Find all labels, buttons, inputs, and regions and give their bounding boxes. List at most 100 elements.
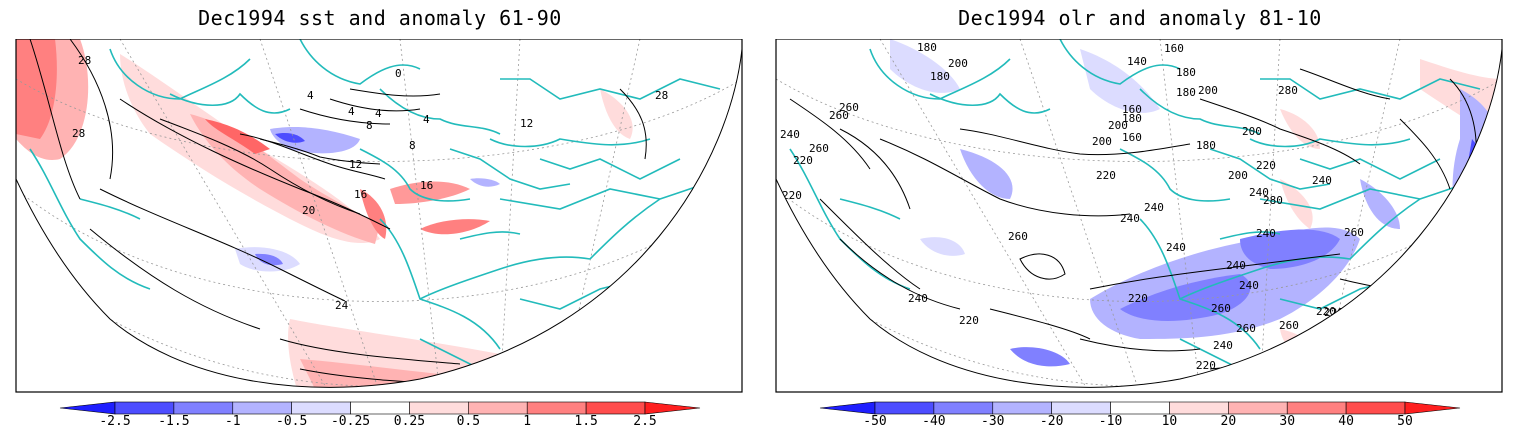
olr-panel: Dec1994 olr and anomaly 81-10 — [760, 0, 1520, 430]
olr-anomaly-cold-w — [920, 237, 965, 256]
olr-contour-label: 220 — [959, 314, 979, 327]
colorbar-tick-label: 50 — [1397, 414, 1413, 429]
sst-anomaly-warm-west-core — [16, 39, 57, 139]
olr-contour-label: 160 — [1122, 131, 1142, 144]
colorbar-tick-label: 20 — [1220, 414, 1237, 429]
colorbar-swatch — [992, 401, 1052, 415]
colorbar-tick-label: -40 — [922, 414, 946, 429]
sst-panel-title: Dec1994 sst and anomaly 61-90 — [198, 6, 562, 30]
olr-anomaly-cold-n — [890, 39, 960, 93]
olr-anomaly-warm-mid2 — [1280, 179, 1313, 229]
olr-contour-label: 260 — [809, 142, 829, 155]
olr-anomaly-cold-band-core — [1120, 274, 1251, 321]
olr-contour-label: 160 — [1164, 42, 1184, 55]
olr-contour-label: 180 — [930, 70, 950, 83]
colorbar-tick-label: 2.5 — [633, 414, 657, 429]
sst-anomaly-warm-med — [390, 181, 470, 204]
sst-contour-label: 4 — [423, 113, 430, 126]
sst-anomaly-cold-med — [470, 178, 500, 187]
sst-contour-label: 8 — [366, 119, 373, 132]
olr-contour-label: 260 — [1211, 302, 1231, 315]
olr-contour-label: 200 — [948, 57, 968, 70]
colorbar-arrow-low — [819, 401, 876, 415]
colorbar-tick-label: 1 — [523, 414, 532, 429]
sst-contour-label: 24 — [335, 299, 349, 312]
sst-anomaly-warm-south-core — [300, 359, 490, 388]
colorbar-tick-label: -1 — [224, 414, 241, 429]
colorbar-tick-label: 30 — [1279, 414, 1296, 429]
colorbar-swatch — [173, 401, 234, 415]
colorbar-swatch — [1051, 401, 1111, 415]
colorbar-tick-label: -0.5 — [276, 414, 308, 429]
olr-contour-label: 220 — [1316, 305, 1336, 318]
olr-contour-label: 220 — [1128, 292, 1148, 305]
olr-contour-label: 220 — [782, 189, 802, 202]
colorbar-swatch — [933, 401, 994, 415]
olr-contour-label: 220 — [793, 154, 813, 167]
olr-contour-label: 220 — [1096, 169, 1116, 182]
sst-map-frame — [15, 39, 743, 393]
colorbar-arrow-low — [59, 401, 116, 415]
olr-contour-label: 260 — [1008, 230, 1028, 243]
colorbar-tick-label: -30 — [981, 414, 1005, 429]
colorbar-swatch — [409, 401, 469, 415]
olr-contour-label: 240 — [1312, 174, 1332, 187]
olr-anomaly-cold-e2 — [1360, 179, 1400, 229]
olr-contour-label: 240 — [1226, 259, 1246, 272]
sst-contour-label: 0 — [395, 67, 402, 80]
sst-contour-label: 16 — [420, 179, 433, 192]
sst-contour-label: 12 — [520, 117, 533, 130]
colorbar-tick-label: -2.5 — [99, 414, 131, 429]
olr-contour-label: 240 — [1239, 279, 1259, 292]
olr-coastlines — [789, 39, 1502, 370]
olr-contour-label: 240 — [1249, 186, 1269, 199]
olr-anomaly-cold-band-core2 — [1240, 229, 1340, 269]
olr-contour-label: 200 — [1228, 169, 1248, 182]
colorbar-swatch — [350, 401, 410, 415]
olr-contour-label: 280 — [1278, 84, 1298, 97]
olr-contour-label: 240 — [908, 292, 928, 305]
sst-contour-label: 16 — [354, 188, 367, 201]
olr-panel-title: Dec1994 olr and anomaly 81-10 — [958, 6, 1322, 30]
sst-anomaly-warm-ne — [600, 89, 633, 139]
colorbar-swatch — [114, 401, 175, 415]
colorbar-tick-label: -0.25 — [330, 414, 371, 429]
olr-contour-label: 200 — [1108, 119, 1128, 132]
olr-contour-label: 180 — [1176, 86, 1196, 99]
colorbar-tick-label: -10 — [1098, 414, 1123, 429]
colorbar-tick-label: -1.5 — [158, 414, 190, 429]
sst-coastlines — [29, 39, 742, 370]
olr-map: 180 200 180 140 160 180 200 160 260 280 … — [775, 39, 1503, 393]
colorbar-swatch — [468, 401, 528, 415]
colorbar-swatch — [1345, 401, 1406, 415]
olr-contour-label: 180 — [1196, 139, 1216, 152]
sst-contour-label: 4 — [348, 105, 355, 118]
olr-contour-label: 220 — [1196, 359, 1216, 372]
sst-contour-label: 4 — [375, 107, 382, 120]
sst-panel: Dec1994 sst and anomaly 61-90 — [15, 6, 743, 429]
colorbar-tick-label: 1.5 — [574, 414, 598, 429]
colorbar-swatch — [526, 401, 587, 415]
colorbar-swatch — [232, 401, 292, 415]
colorbar-swatch — [1286, 401, 1347, 415]
colorbar-swatch — [1169, 401, 1229, 415]
olr-contour-label: 280 — [1263, 194, 1283, 207]
olr-contour-labels: 180 200 180 140 160 180 200 160 260 280 … — [780, 41, 1364, 372]
sst-contour-label: 8 — [409, 139, 416, 152]
olr-contour-label: 240 — [1144, 201, 1164, 214]
colorbar-swatch — [874, 401, 935, 415]
sst-contour-labels: 28 28 28 0 4 4 4 4 8 8 12 12 16 16 20 24 — [72, 54, 668, 387]
colorbar-tick-label: 0.5 — [456, 414, 481, 429]
colorbar-arrow-high — [1404, 401, 1461, 415]
sst-anomaly-cold-central-core — [255, 253, 283, 266]
olr-contour-label: 240 — [1166, 241, 1186, 254]
sst-anomaly-cold-core — [275, 132, 305, 143]
sst-contour-label: 12 — [349, 158, 362, 171]
colorbar-tick-label: 40 — [1338, 414, 1354, 429]
sst-contour-label: 28 — [655, 89, 668, 102]
sst-anomaly-cold-labrador — [270, 127, 360, 154]
olr-contour-label: 180 — [917, 41, 937, 54]
colorbar-tick-label: -50 — [863, 414, 887, 429]
sst-contour-label: 4 — [307, 89, 314, 102]
colorbar-tick-label: -20 — [1039, 414, 1064, 429]
